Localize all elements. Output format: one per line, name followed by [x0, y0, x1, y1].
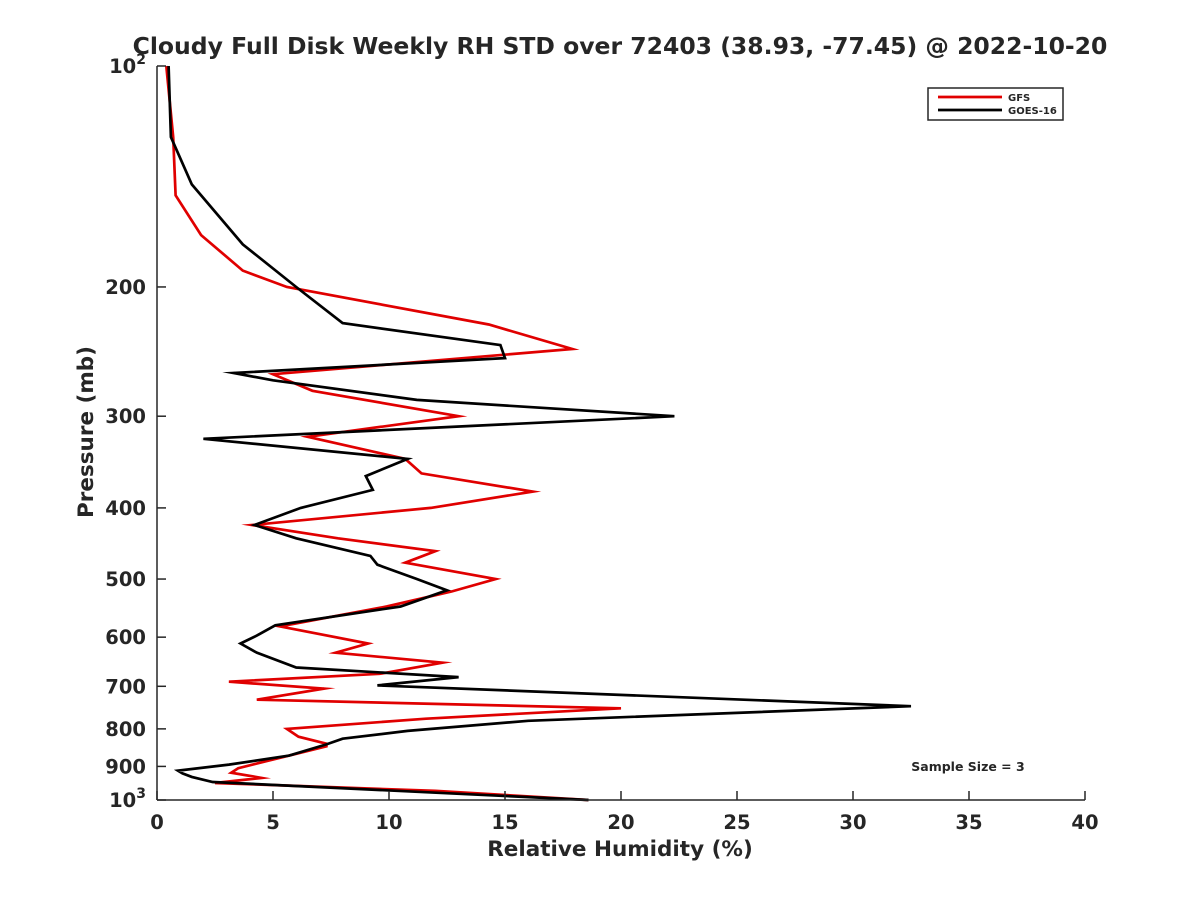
y-tick-label: 200 [105, 276, 146, 299]
axes-layer: 0 5 10 15 20 25 30 35 40 102 200 300 400 500 600 700 800… [105, 52, 1098, 834]
series-layer [164, 65, 912, 802]
y-axis-label: Pressure (mb) [74, 346, 99, 518]
x-tick-label: 35 [955, 811, 982, 834]
sample-size-annotation: Sample Size = 3 [911, 759, 1024, 774]
legend-box [927, 87, 1064, 121]
y-tick-label: 300 [105, 405, 146, 428]
x-axis-label: Relative Humidity (%) [487, 837, 753, 862]
y-tick-label: 900 [105, 755, 146, 778]
x-tick-label: 25 [723, 811, 750, 834]
legend-label: GFS [1008, 93, 1030, 104]
y-tick-label: 600 [105, 626, 146, 649]
y-tick-label: 103 [109, 786, 146, 812]
x-tick-label: 15 [491, 811, 518, 834]
series-line-goes-16 [167, 65, 912, 802]
y-tick-label: 400 [105, 497, 146, 520]
x-tick-label: 10 [375, 811, 402, 834]
y-tick-label: 800 [105, 718, 146, 741]
series-line-gfs [164, 65, 622, 802]
x-tick-label: 0 [150, 811, 164, 834]
legend-label: GOES-16 [1008, 106, 1057, 117]
x-tick-label: 30 [839, 811, 866, 834]
chart-title: Cloudy Full Disk Weekly RH STD over 7240… [133, 32, 1108, 60]
y-tick-label: 500 [105, 568, 146, 591]
x-tick-label: 40 [1071, 811, 1098, 834]
y-tick-label: 102 [109, 52, 146, 78]
x-tick-label: 5 [266, 811, 280, 834]
y-tick-label: 700 [105, 675, 146, 698]
legend: GFS GOES-16 [927, 87, 1064, 121]
x-tick-label: 20 [607, 811, 634, 834]
